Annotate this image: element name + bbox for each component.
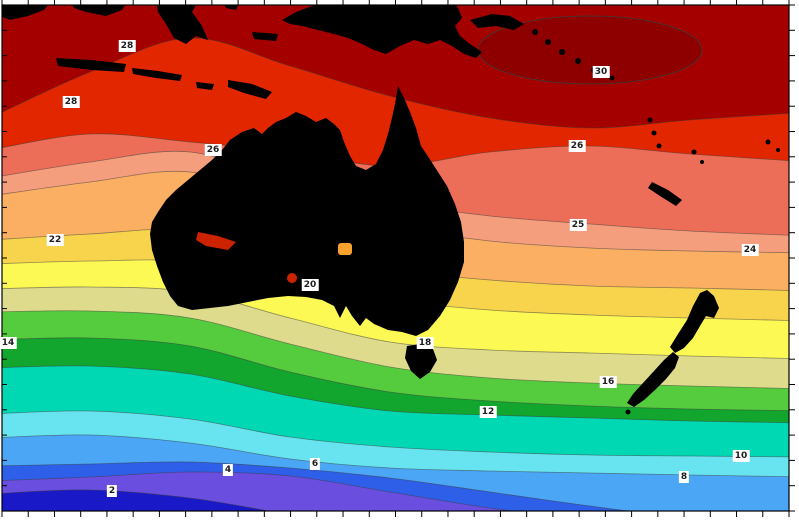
contour-line bbox=[2, 461, 632, 511]
indonesia-islands-landmass bbox=[2, 5, 278, 99]
temperature-bands bbox=[2, 37, 789, 511]
new-guinea-landmass bbox=[282, 5, 482, 58]
contour-line bbox=[2, 37, 789, 129]
tasmania-landmass bbox=[405, 344, 437, 379]
stewart-island-landmass bbox=[625, 409, 631, 415]
sst-band-lt2 bbox=[2, 489, 270, 511]
new-zealand-south-island-landmass bbox=[627, 352, 679, 407]
contour-line bbox=[2, 365, 789, 424]
australia-landmass bbox=[150, 86, 464, 336]
interior-lake-spots bbox=[196, 232, 352, 283]
contour-line bbox=[2, 489, 273, 511]
contour-line bbox=[2, 471, 516, 511]
contour-line bbox=[2, 434, 789, 478]
axis-ticks bbox=[1, 0, 795, 517]
new-caledonia-landmass bbox=[648, 182, 682, 206]
landmasses bbox=[2, 5, 780, 415]
new-zealand-north-island-landmass bbox=[670, 290, 719, 353]
contour-line bbox=[2, 337, 789, 412]
contour-line bbox=[2, 286, 789, 359]
contour-line bbox=[2, 410, 789, 458]
